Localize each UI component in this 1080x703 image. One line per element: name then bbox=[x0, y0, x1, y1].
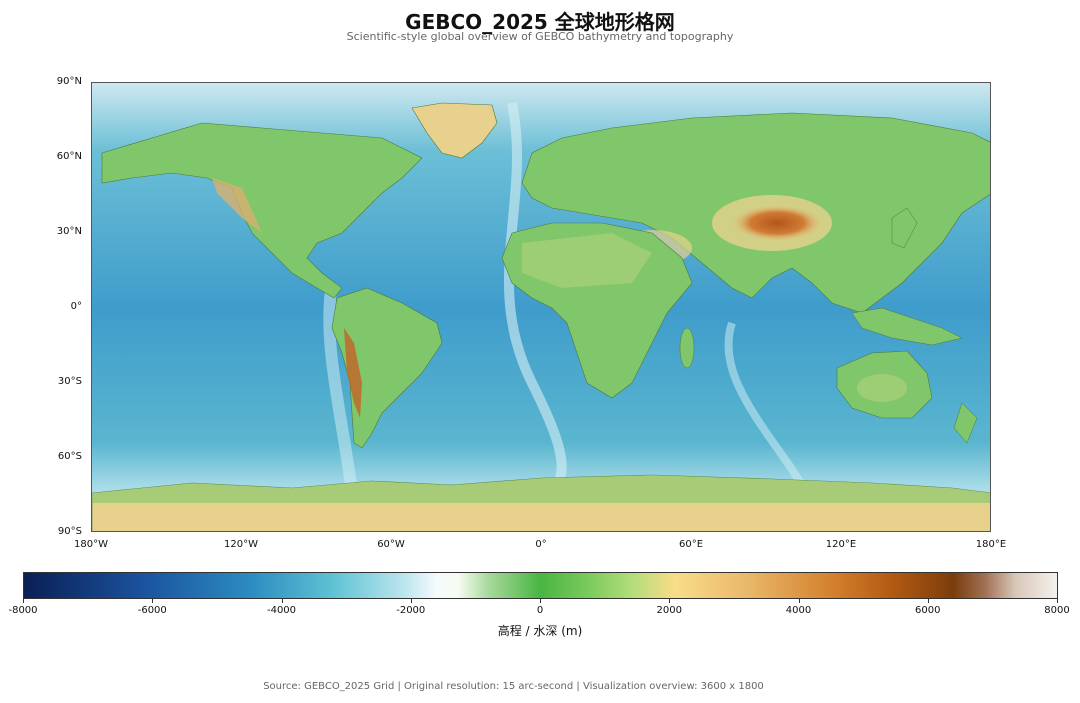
colorbar-tick-label: 8000 bbox=[1044, 605, 1070, 616]
lat-label-60s: 60°S bbox=[57, 451, 82, 462]
map-panel bbox=[91, 82, 991, 532]
greenland bbox=[411, 102, 498, 159]
lon-label-120w: 120°W bbox=[224, 539, 258, 550]
colorbar-label: 高程 / 水深 (m) bbox=[497, 624, 583, 638]
colorbar-tick-label: -2000 bbox=[396, 605, 426, 616]
elevation-colorbar bbox=[23, 572, 1058, 599]
japan bbox=[891, 207, 918, 249]
colorbar-tick bbox=[281, 599, 283, 603]
rockies bbox=[212, 178, 262, 233]
map-title: GEBCO_2025 全球地形格网 bbox=[405, 10, 675, 34]
andes bbox=[344, 328, 362, 418]
lat-label-60n: 60°N bbox=[56, 151, 82, 162]
indonesia bbox=[851, 307, 963, 346]
world-map bbox=[92, 83, 990, 531]
lon-label-120e: 120°E bbox=[825, 539, 857, 550]
colorbar-tick-label: 6000 bbox=[915, 605, 941, 616]
map-subtitle: Scientific-style global overview of GEBC… bbox=[346, 30, 734, 43]
colorbar-tick bbox=[927, 599, 929, 603]
lat-label-30n: 30°N bbox=[56, 226, 82, 237]
lon-label-60w: 60°W bbox=[377, 539, 405, 550]
colorbar-tick bbox=[669, 599, 671, 603]
colorbar-tick-label: -8000 bbox=[8, 605, 38, 616]
colorbar-tick-label: 2000 bbox=[656, 605, 682, 616]
tibetan-plateau bbox=[732, 205, 822, 241]
colorbar-tick bbox=[23, 599, 24, 603]
lat-label-90s: 90°S bbox=[57, 526, 82, 537]
sahara bbox=[522, 233, 652, 288]
source-note: Source: GEBCO_2025 Grid | Original resol… bbox=[263, 681, 764, 692]
new-zealand bbox=[953, 402, 978, 444]
lat-label-90n: 90°N bbox=[56, 76, 82, 87]
colorbar-tick-label: 4000 bbox=[785, 605, 812, 616]
lat-label-30s: 30°S bbox=[57, 376, 82, 387]
antarctica-coast bbox=[92, 475, 990, 503]
colorbar-tick bbox=[798, 599, 800, 603]
lon-label-180e: 180°E bbox=[975, 539, 1007, 550]
colorbar-tick bbox=[540, 599, 541, 603]
colorbar-tick bbox=[152, 599, 154, 603]
colorbar-tick bbox=[410, 599, 412, 603]
madagascar bbox=[679, 327, 695, 369]
lon-label-0: 0° bbox=[535, 539, 547, 550]
colorbar-tick bbox=[1057, 599, 1058, 603]
colorbar-tick-label: 0 bbox=[536, 605, 544, 616]
australia-interior bbox=[857, 374, 907, 402]
colorbar-tick-label: -6000 bbox=[137, 605, 167, 616]
lon-label-60e: 60°E bbox=[678, 539, 704, 550]
colorbar-tick-label: -4000 bbox=[266, 605, 297, 616]
lon-label-180w: 180°W bbox=[74, 539, 108, 550]
east-pacific-rise bbox=[323, 282, 358, 494]
lat-label-0: 0° bbox=[70, 301, 82, 312]
